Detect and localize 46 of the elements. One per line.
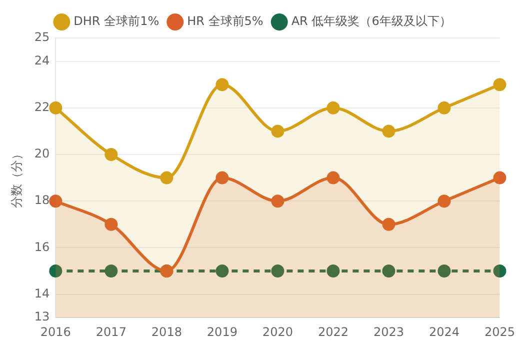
y-tick-label: 16 [34, 240, 50, 254]
y-tick-label: 14 [34, 286, 50, 300]
point [104, 264, 118, 278]
point [326, 264, 340, 278]
point [382, 264, 396, 278]
point [216, 78, 229, 92]
y-tick-label: 24 [34, 53, 50, 68]
point [216, 264, 229, 278]
point [493, 264, 506, 278]
x-tick-label: 2018 [151, 324, 182, 339]
x-tick-label: 2025 [484, 324, 516, 339]
x-tick-label: 2024 [428, 324, 460, 339]
point [438, 264, 451, 278]
point [49, 194, 62, 208]
y-tick-label: 22 [34, 100, 50, 114]
point [160, 171, 174, 184]
point [326, 171, 340, 184]
point [326, 101, 340, 114]
point [271, 124, 284, 138]
y-tick-label: 18 [34, 193, 50, 208]
point [382, 218, 396, 231]
x-tick-label: 2016 [40, 324, 71, 339]
point [216, 171, 229, 184]
y-tick-label: 25 [34, 30, 50, 44]
x-tick-label: 2017 [96, 324, 126, 339]
point [438, 194, 451, 208]
legend-label: HR 全球前5% [187, 14, 264, 28]
point [104, 148, 118, 161]
y-axis-title: 分数（分） [9, 148, 24, 208]
point [382, 124, 396, 138]
point [49, 101, 62, 114]
legend-label: AR 低年级奖（6年级及以下） [291, 14, 452, 28]
legend-label: DHR 全球前1% [74, 14, 160, 28]
point [271, 264, 284, 278]
y-tick-label: 13 [34, 310, 50, 324]
point [271, 194, 284, 208]
x-tick-label: 2023 [373, 324, 404, 339]
point [49, 264, 62, 278]
point [104, 218, 118, 231]
x-tick-label: 2020 [262, 324, 293, 339]
x-tick-label: 2019 [206, 324, 238, 339]
point [493, 78, 506, 92]
point [493, 171, 506, 184]
x-tick-label: 2022 [318, 324, 348, 339]
point [438, 101, 451, 114]
y-tick-label: 20 [34, 146, 50, 161]
